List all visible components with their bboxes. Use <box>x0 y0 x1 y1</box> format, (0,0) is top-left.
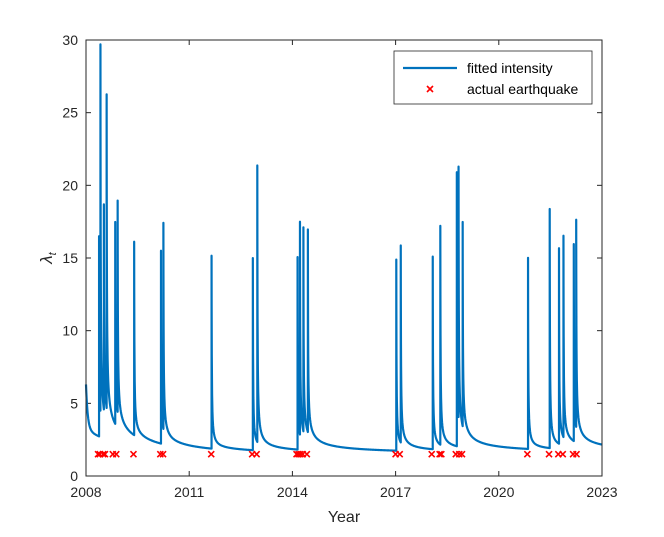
earthquake-marker <box>523 450 531 458</box>
earthquake-marker <box>303 450 311 458</box>
y-tick-label: 0 <box>70 468 78 484</box>
earthquake-marker <box>99 450 107 458</box>
earthquake-marker <box>94 450 102 458</box>
earthquake-marker <box>207 450 215 458</box>
plot-frame <box>85 39 603 477</box>
y-axis-label: λt <box>37 251 59 264</box>
y-axis-title: λt <box>37 251 59 264</box>
earthquake-marker <box>112 450 120 458</box>
legend-marker-x <box>426 85 434 93</box>
y-axis-title-base: λ <box>37 255 56 264</box>
x-axis-label: Year <box>328 509 361 526</box>
y-axis-title-subscript: t <box>47 251 59 255</box>
legend-label-fitted-intensity: fitted intensity <box>467 60 553 76</box>
earthquake-marker <box>436 450 444 458</box>
x-axis-title: Year <box>328 509 361 526</box>
earthquake-marker <box>296 450 304 458</box>
legend-swatch-marker <box>426 85 434 93</box>
plot-area <box>86 40 602 476</box>
x-tick-label: 2011 <box>174 484 204 500</box>
series-layer <box>84 43 603 458</box>
x-tick-label: 2014 <box>277 484 308 500</box>
y-tick-label: 20 <box>62 177 78 193</box>
earthquake-marker <box>101 450 109 458</box>
earthquake-marker <box>458 450 466 458</box>
legend-box <box>393 50 593 105</box>
earthquake-marker <box>455 450 463 458</box>
earthquake-marker <box>253 450 261 458</box>
earthquake-marker <box>559 450 567 458</box>
earthquake-markers <box>94 450 581 458</box>
x-tick-label: 2017 <box>380 484 411 500</box>
earthquake-marker <box>572 450 581 458</box>
y-tick-label: 30 <box>62 32 78 48</box>
y-tick-label: 25 <box>62 105 78 121</box>
earthquake-marker <box>545 450 553 458</box>
earthquake-marker <box>428 450 436 458</box>
x-tick-label: 2008 <box>70 484 101 500</box>
earthquake-marker <box>396 450 404 458</box>
earthquake-marker <box>156 450 164 458</box>
y-tick-label: 10 <box>62 323 78 339</box>
x-tick-label: 2020 <box>483 484 514 500</box>
x-tick-label: 2023 <box>586 484 617 500</box>
legend: fitted intensity actual earthquake <box>393 50 593 105</box>
earthquake-marker <box>159 450 167 458</box>
y-tick-label: 15 <box>62 250 78 266</box>
earthquake-marker <box>129 450 138 458</box>
y-tick-label: 5 <box>70 395 78 411</box>
earthquake-marker <box>437 450 445 458</box>
legend-label-actual-earthquake: actual earthquake <box>467 81 579 97</box>
fitted-intensity-line <box>84 43 603 452</box>
